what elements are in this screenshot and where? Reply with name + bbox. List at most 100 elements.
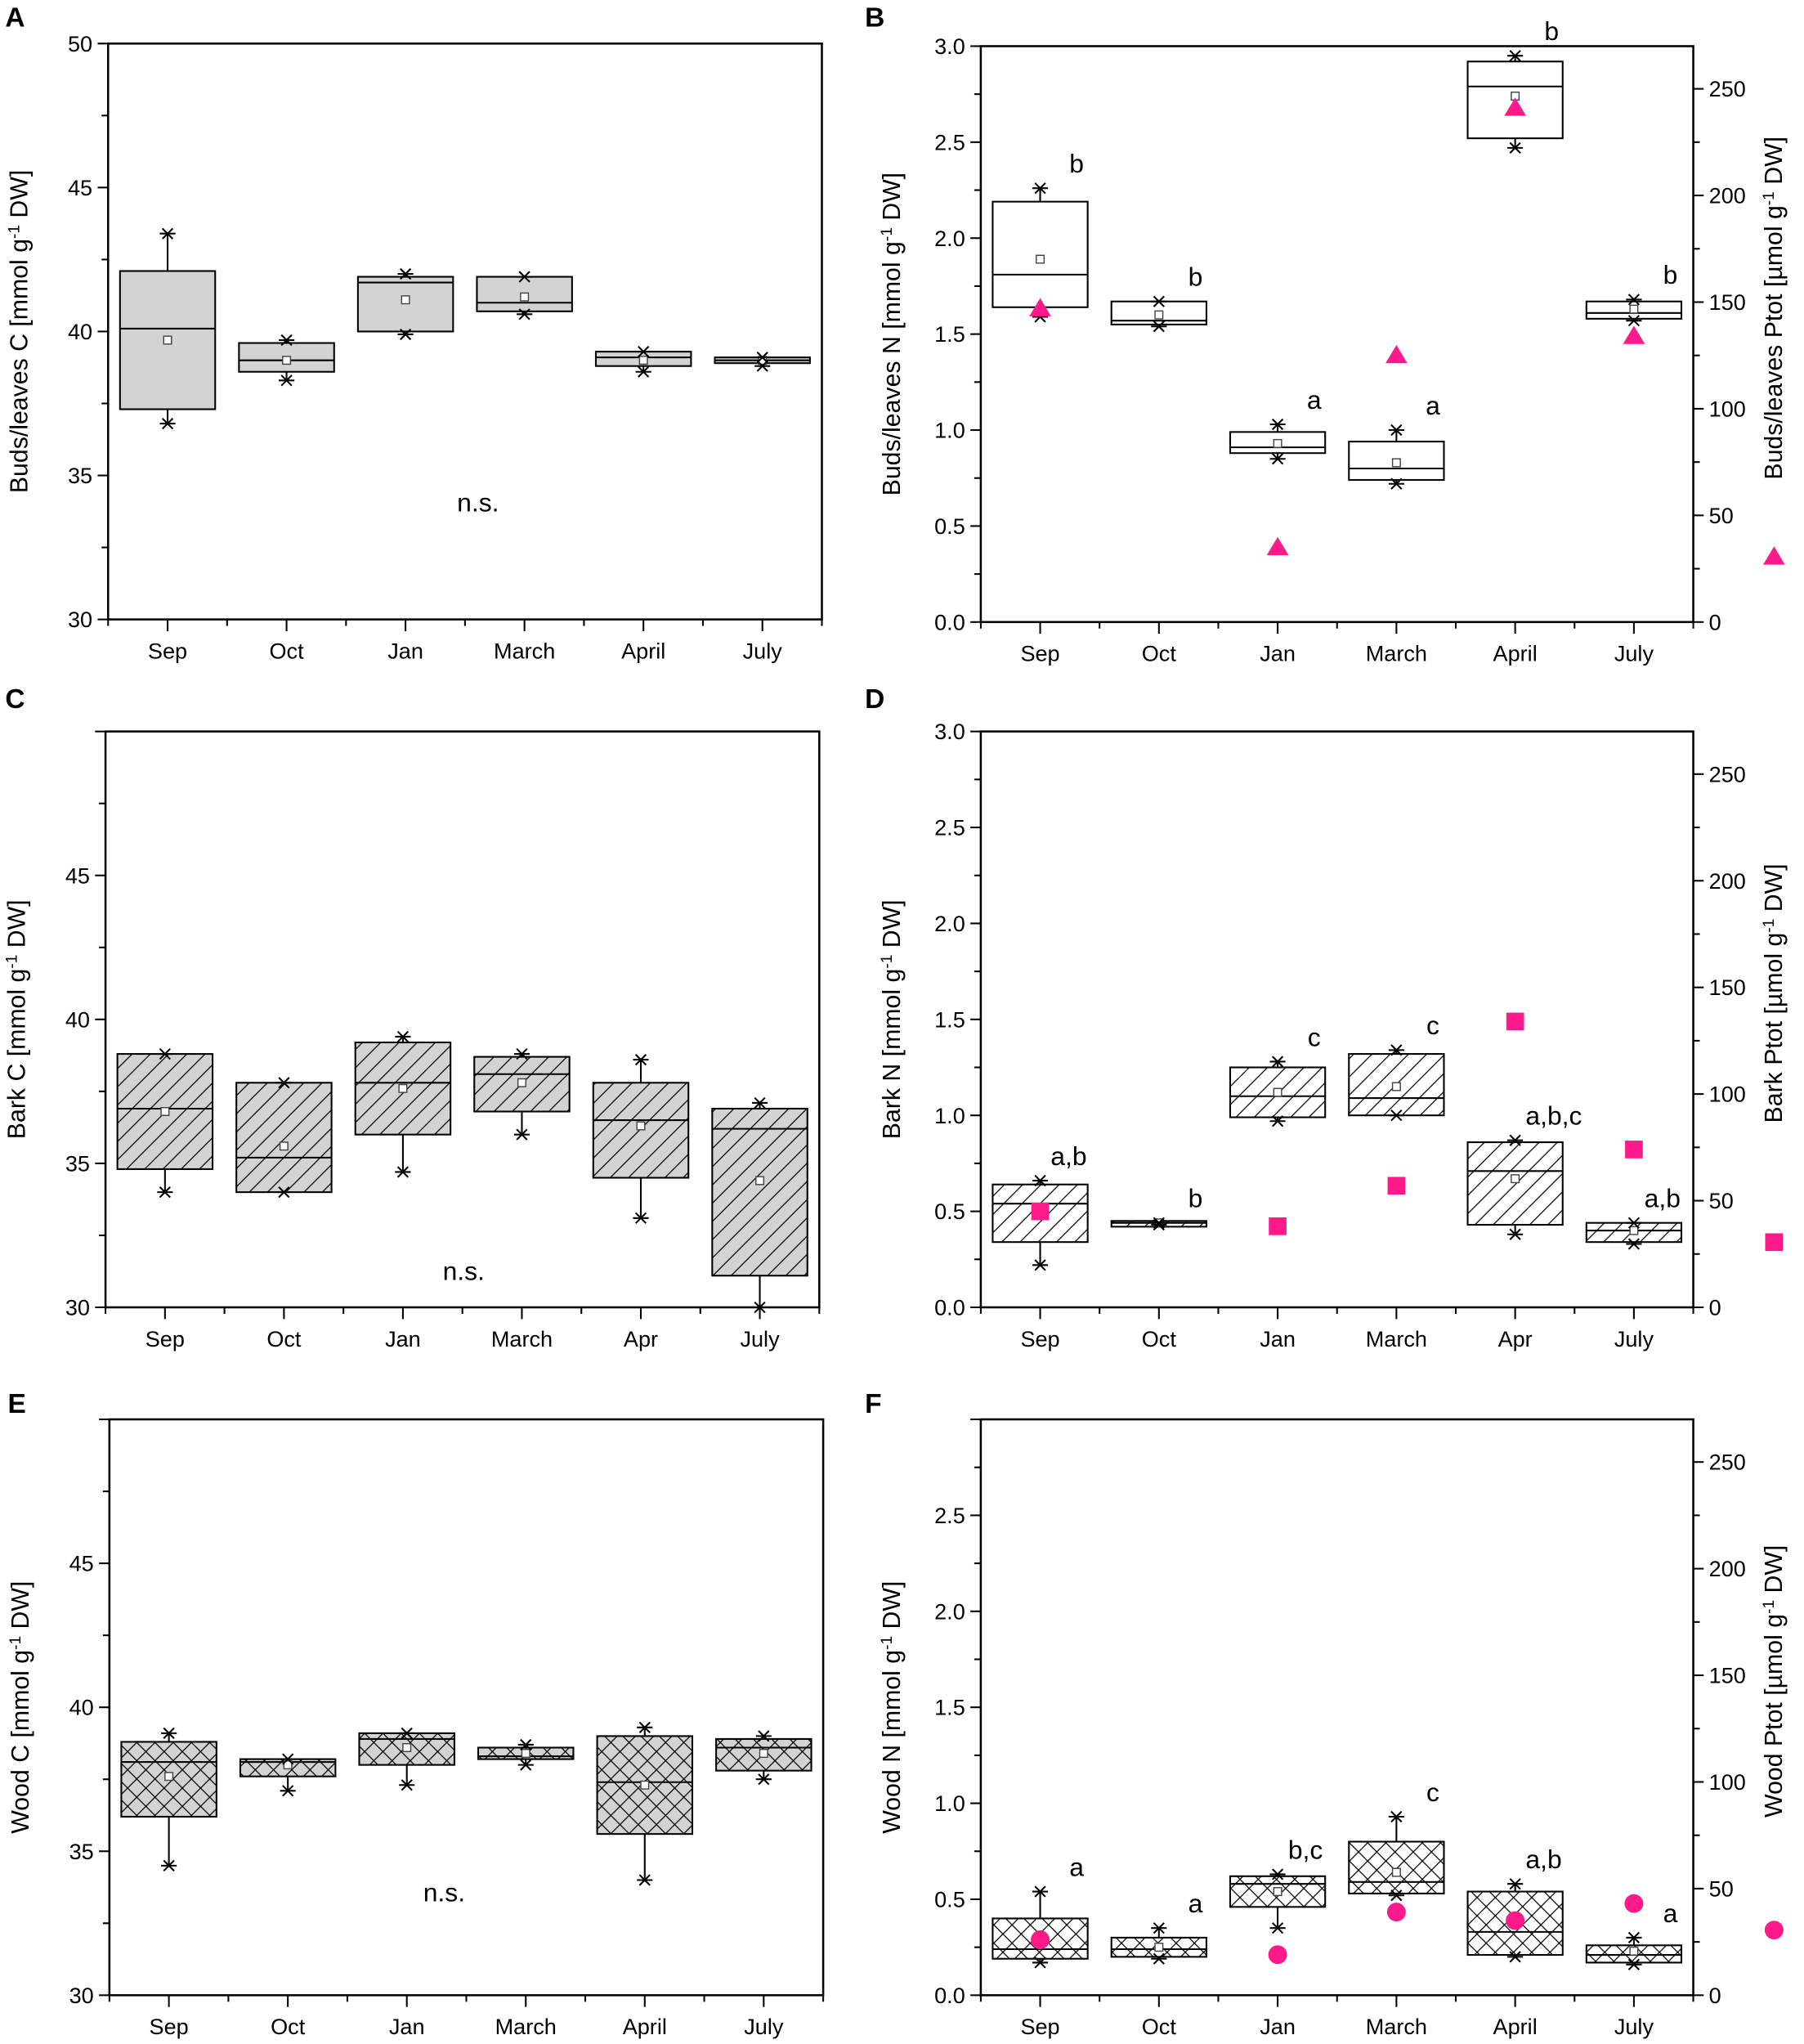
whisker-end-marker bbox=[513, 1047, 530, 1060]
significance-letter: a,b,c bbox=[1525, 1101, 1582, 1131]
mean-marker bbox=[517, 1078, 526, 1087]
box-apr bbox=[592, 1054, 690, 1224]
right-y-tick-label: 150 bbox=[1709, 975, 1746, 1000]
y-tick-label: 1.0 bbox=[934, 1103, 965, 1128]
marker-stroke bbox=[1509, 141, 1521, 155]
significance-letter: c bbox=[1426, 1777, 1439, 1807]
whisker-end-marker bbox=[754, 352, 771, 364]
axis-label-text: Wood Ptot [µmol g bbox=[1761, 1614, 1788, 1818]
axis-label-superscript: -1 bbox=[1760, 191, 1777, 205]
x-tick-label: March bbox=[1366, 641, 1427, 666]
mean-marker bbox=[521, 1749, 530, 1759]
panel-letter: D bbox=[865, 684, 884, 715]
marker-stroke bbox=[1627, 1931, 1641, 1944]
y-tick-label: 1.5 bbox=[934, 321, 965, 347]
box-pattern bbox=[236, 1083, 332, 1193]
whisker-end-marker bbox=[754, 360, 771, 372]
marker-stroke bbox=[1153, 1922, 1165, 1934]
whisker-end-marker bbox=[279, 374, 295, 387]
marker-stroke bbox=[278, 1077, 290, 1089]
significance-letter: b bbox=[1069, 149, 1084, 178]
marker-stroke bbox=[1153, 1952, 1165, 1965]
y-tick-label: 45 bbox=[68, 175, 92, 200]
whisker-end-marker bbox=[633, 1054, 649, 1066]
right-y-tick-label: 50 bbox=[1709, 1876, 1734, 1901]
box-march bbox=[476, 271, 573, 320]
mean-marker bbox=[1273, 1087, 1282, 1097]
not-significant-label: n.s. bbox=[423, 1878, 465, 1907]
whisker-end-marker bbox=[395, 1166, 411, 1178]
right-y-tick-label: 50 bbox=[1709, 1188, 1734, 1213]
marker-stroke bbox=[1034, 182, 1046, 195]
marker-stroke bbox=[638, 1874, 651, 1886]
mean-marker bbox=[401, 295, 410, 305]
right-y-tick-label: 0 bbox=[1709, 1983, 1721, 2008]
box-jan bbox=[358, 1727, 455, 1791]
x-tick-label: July bbox=[1614, 641, 1654, 666]
x-tick-label: Oct bbox=[1142, 1326, 1177, 1351]
x-tick-label: Sep bbox=[145, 1326, 185, 1351]
ptot-marker bbox=[1266, 536, 1289, 556]
y-tick-label: 35 bbox=[68, 463, 92, 488]
box-outline bbox=[1466, 61, 1564, 140]
significance-letter: a bbox=[1426, 391, 1440, 420]
y-tick-label: 40 bbox=[69, 1695, 94, 1720]
marker-stroke bbox=[396, 1030, 410, 1043]
whisker-end-marker bbox=[1388, 424, 1404, 437]
axis-label-text: DW] bbox=[3, 899, 30, 954]
axis-label-text: DW] bbox=[6, 170, 33, 225]
plot-frame bbox=[108, 1418, 825, 1997]
marker-stroke bbox=[1627, 1958, 1641, 1970]
box-march: a bbox=[1348, 391, 1445, 490]
marker-stroke bbox=[638, 365, 650, 378]
significance-letter: a bbox=[1307, 385, 1322, 415]
x-tick-label: Oct bbox=[1142, 2014, 1177, 2039]
box-outline bbox=[1229, 1875, 1327, 1908]
box-july bbox=[715, 1730, 812, 1786]
whisker-end-marker bbox=[1626, 294, 1642, 306]
box-oct bbox=[238, 334, 335, 387]
ptot-marker bbox=[1386, 1903, 1406, 1922]
marker-stroke bbox=[516, 1128, 528, 1141]
mean-marker bbox=[1391, 1082, 1401, 1091]
axis-label-superscript: -1 bbox=[7, 1636, 25, 1650]
y-tick-label: 40 bbox=[68, 319, 92, 344]
mean-marker bbox=[1036, 254, 1045, 264]
marker-stroke bbox=[1271, 1056, 1284, 1068]
marker-stroke bbox=[159, 1186, 171, 1199]
marker-stroke bbox=[1509, 50, 1521, 62]
whisker-end-marker bbox=[157, 1186, 173, 1199]
box-outline bbox=[473, 1056, 571, 1113]
whisker-end-marker bbox=[513, 1128, 530, 1141]
mean-marker bbox=[402, 1742, 412, 1752]
y-tick-label: 40 bbox=[65, 1006, 90, 1032]
whisker-end-marker bbox=[637, 1874, 653, 1886]
x-tick-label: Jan bbox=[1260, 2014, 1296, 2039]
marker-stroke bbox=[280, 334, 293, 347]
y-tick-label: 30 bbox=[65, 1295, 90, 1320]
whisker-end-marker bbox=[1032, 1259, 1049, 1271]
marker-stroke bbox=[1153, 295, 1165, 307]
axis-label-superscript: -1 bbox=[6, 225, 23, 239]
x-tick-label: Jan bbox=[387, 638, 423, 663]
marker-stroke bbox=[1627, 1217, 1641, 1229]
plot-frame bbox=[106, 43, 823, 621]
y-tick-label: 0.5 bbox=[934, 1199, 965, 1224]
box-outline bbox=[592, 1082, 690, 1179]
ptot-marker bbox=[1387, 1177, 1406, 1195]
box-outline bbox=[354, 1041, 452, 1136]
axis-label-superscript: -1 bbox=[1760, 1600, 1777, 1614]
marker-stroke bbox=[1271, 453, 1284, 465]
whisker-end-marker bbox=[635, 365, 651, 378]
whisker-end-marker bbox=[517, 271, 533, 283]
box-outline bbox=[715, 1737, 812, 1772]
marker-stroke bbox=[1509, 1951, 1521, 1963]
box-outline bbox=[596, 1735, 694, 1836]
whisker-end-marker bbox=[275, 1186, 292, 1199]
x-tick-label: Oct bbox=[270, 638, 305, 663]
box-sep: a bbox=[992, 1852, 1089, 1969]
axis-label-text: Buds/leaves C [mmol g bbox=[6, 239, 33, 493]
right-y-tick-label: 200 bbox=[1709, 183, 1746, 208]
whisker-end-marker bbox=[399, 1779, 415, 1791]
